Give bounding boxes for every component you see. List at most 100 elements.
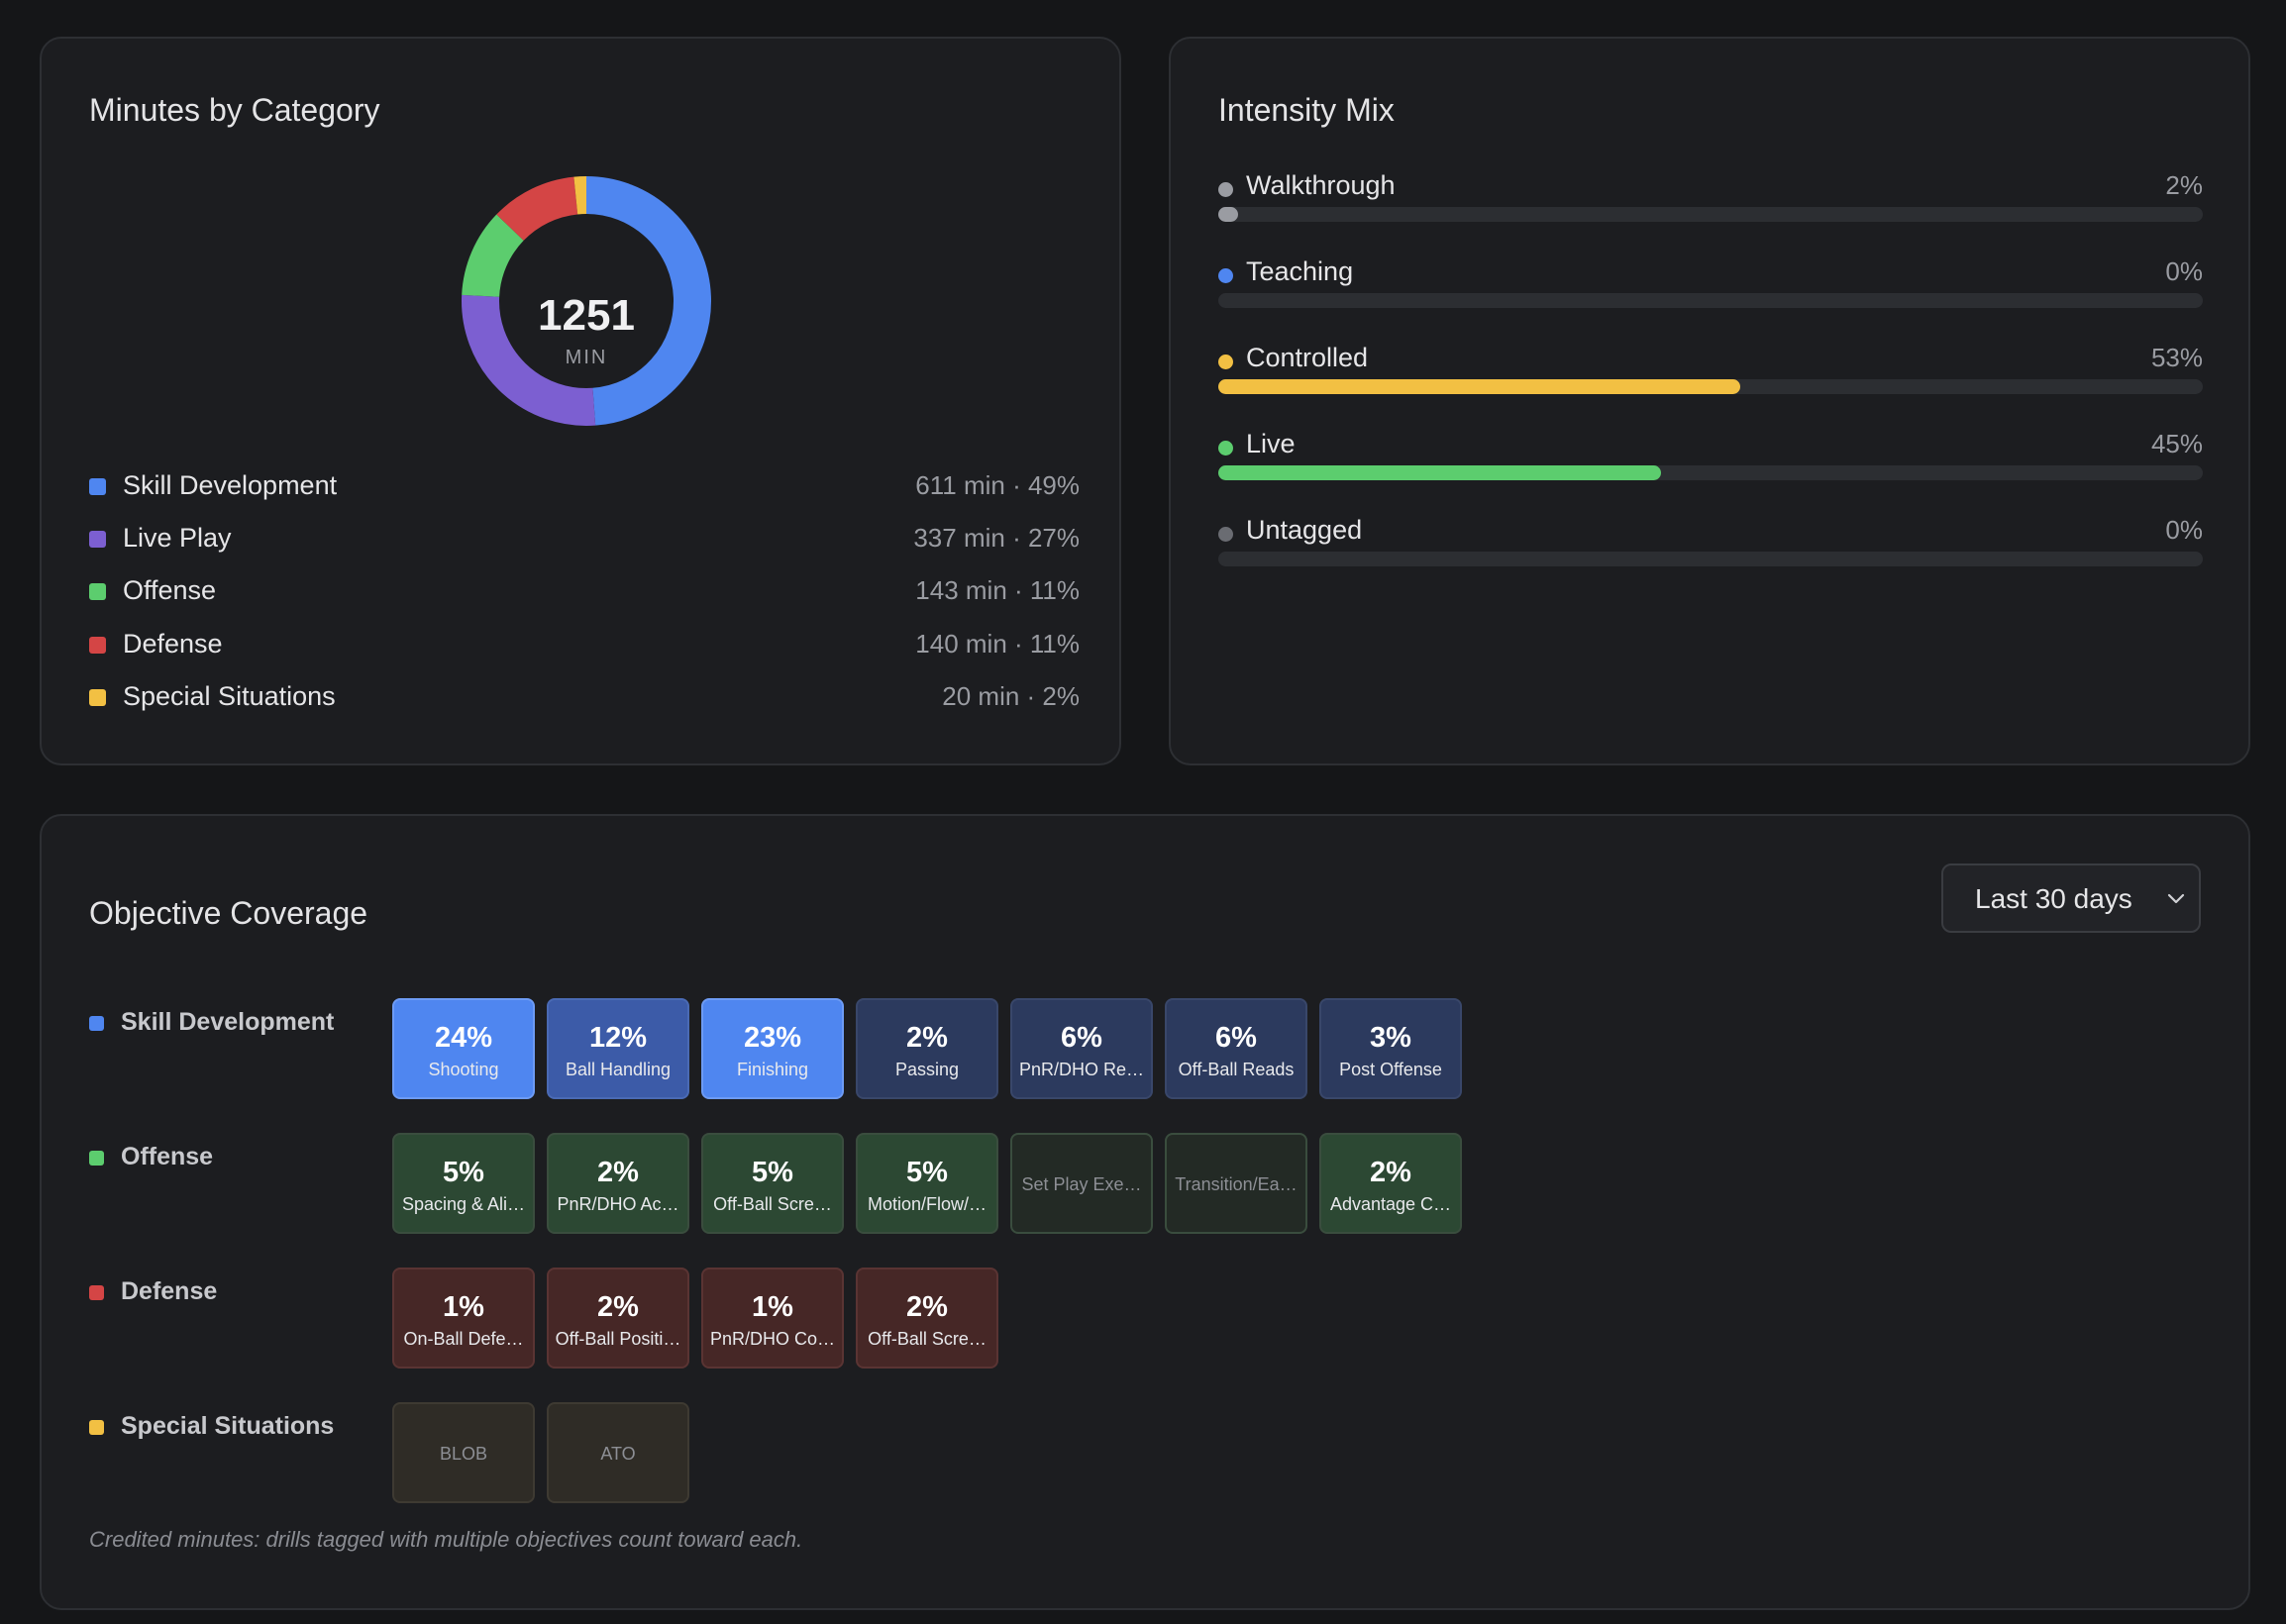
tile-percent: 6% (1061, 1022, 1102, 1054)
coverage-tile[interactable]: 24% Shooting (392, 998, 535, 1099)
tile-percent: 5% (752, 1157, 793, 1188)
coverage-tile[interactable]: 6% PnR/DHO Re… (1010, 998, 1153, 1099)
legend-row-live-play: Live Play 337 min · 27% (89, 519, 1080, 558)
tile-objective-name: Set Play Exe… (1021, 1174, 1142, 1194)
coverage-tile[interactable]: 5% Off-Ball Scre… (701, 1133, 844, 1234)
tile-percent: 5% (906, 1157, 948, 1188)
coverage-tile[interactable]: 2% Off-Ball Positi… (547, 1268, 689, 1369)
intensity-percent: 2% (2165, 170, 2203, 200)
coverage-tile[interactable]: 2% Advantage C… (1319, 1133, 1462, 1234)
tile-objective-name: BLOB (439, 1444, 488, 1464)
intensity-row-teaching: Teaching 0% (1218, 256, 2203, 326)
intensity-mix-card: Intensity Mix Walkthrough 2% Teaching 0%… (1169, 37, 2250, 765)
coverage-row-defense: Defense 1% On-Ball Defe… 2% Off-Ball Positi…… (89, 1268, 1575, 1376)
intensity-label: Controlled (1246, 343, 1369, 372)
legend-label: Live Play (123, 523, 232, 553)
tile-objective-name: Off-Ball Reads (1178, 1060, 1295, 1079)
coverage-footnote: Credited minutes: drills tagged with mul… (89, 1527, 803, 1552)
legend-row-defense: Defense 140 min · 11% (89, 625, 1080, 664)
tile-objective-name: PnR/DHO Re… (1018, 1060, 1145, 1079)
tile-percent: 6% (1215, 1022, 1257, 1054)
minutes-card-title: Minutes by Category (89, 92, 380, 128)
coverage-tile[interactable]: 2% PnR/DHO Ac… (547, 1133, 689, 1234)
tile-objective-name: Spacing & Ali… (401, 1194, 526, 1214)
coverage-group-label: Skill Development (121, 1008, 335, 1036)
legend-label: Skill Development (123, 470, 338, 500)
tile-percent: 12% (588, 1022, 648, 1054)
coverage-row-skill-development: Skill Development 24% Shooting 12% Ball Hand… (89, 998, 1575, 1107)
tile-objective-name: PnR/DHO Ac… (557, 1194, 679, 1214)
coverage-group-label: Defense (121, 1277, 218, 1305)
intensity-bar-track (1218, 293, 2203, 308)
tile-percent: 2% (597, 1157, 639, 1188)
legend-swatch (89, 583, 106, 600)
donut-slice-live-play[interactable] (462, 294, 596, 426)
date-range-select[interactable]: Last 30 days (1941, 863, 2201, 933)
coverage-tile[interactable]: 5% Spacing & Ali… (392, 1133, 535, 1234)
minutes-donut-chart: 1251 MIN (458, 172, 715, 430)
tile-objective-name: On-Ball Defe… (403, 1329, 524, 1349)
tile-objective-name: Off-Ball Positi… (555, 1329, 681, 1349)
coverage-group-swatch (89, 1016, 104, 1031)
legend-stat: 20 min · 2% (942, 681, 1080, 711)
legend-row-offense: Offense 143 min · 11% (89, 571, 1080, 611)
coverage-tile[interactable]: 1% On-Ball Defe… (392, 1268, 535, 1369)
coverage-tile[interactable]: 12% Ball Handling (547, 998, 689, 1099)
tile-percent: 2% (1370, 1157, 1411, 1188)
donut-slice-special-situations[interactable] (573, 176, 587, 215)
tile-percent: 1% (752, 1291, 793, 1323)
tile-objective-name: Motion/Flow/… (867, 1194, 987, 1214)
tile-percent: 1% (443, 1291, 484, 1323)
coverage-tile[interactable]: 3% Post Offense (1319, 998, 1462, 1099)
date-range-value: Last 30 days (1975, 883, 2132, 914)
tile-objective-name: Passing (894, 1060, 960, 1079)
intensity-bar-fill (1218, 207, 1238, 222)
tile-percent: 3% (1370, 1022, 1411, 1054)
tile-objective-name: PnR/DHO Co… (709, 1329, 836, 1349)
minutes-by-category-card: Minutes by Category 1251 MIN Skill Devel… (40, 37, 1121, 765)
coverage-tile[interactable]: Set Play Exe… (1010, 1133, 1153, 1234)
coverage-tile[interactable]: 2% Off-Ball Scre… (856, 1268, 998, 1369)
coverage-group-swatch (89, 1151, 104, 1166)
intensity-row-controlled: Controlled 53% (1218, 343, 2203, 412)
coverage-tile[interactable]: BLOB (392, 1402, 535, 1503)
intensity-bar-track (1218, 465, 2203, 480)
tile-percent: 24% (434, 1022, 493, 1054)
donut-slice-offense[interactable] (462, 214, 525, 298)
intensity-bar-track (1218, 207, 2203, 222)
coverage-card-title: Objective Coverage (89, 895, 368, 931)
legend-label: Offense (123, 575, 217, 605)
coverage-tile[interactable]: ATO (547, 1402, 689, 1503)
tile-objective-name: ATO (600, 1444, 636, 1464)
tile-objective-name: Off-Ball Scre… (713, 1194, 832, 1214)
coverage-tile[interactable]: Transition/Ea… (1165, 1133, 1307, 1234)
legend-swatch (89, 689, 106, 706)
tile-objective-name: Shooting (428, 1060, 499, 1079)
coverage-group-label: Special Situations (121, 1412, 335, 1440)
tile-objective-name: Off-Ball Scre… (868, 1329, 987, 1349)
tile-percent: 23% (743, 1022, 802, 1054)
tile-objective-name: Finishing (736, 1060, 809, 1079)
intensity-dot (1218, 182, 1233, 197)
donut-slice-defense[interactable] (496, 176, 578, 242)
coverage-tile[interactable]: 23% Finishing (701, 998, 844, 1099)
tile-percent: 2% (906, 1291, 948, 1323)
intensity-row-walkthrough: Walkthrough 2% (1218, 170, 2203, 240)
coverage-tile[interactable]: 6% Off-Ball Reads (1165, 998, 1307, 1099)
intensity-percent: 53% (2150, 343, 2203, 372)
intensity-label: Untagged (1246, 515, 1363, 545)
donut-slice-skill-development[interactable] (585, 176, 711, 426)
coverage-tile[interactable]: 2% Passing (856, 998, 998, 1099)
tile-objective-name: Advantage C… (1329, 1194, 1452, 1214)
coverage-row-special-situations: Special Situations BLOB ATO (89, 1402, 1575, 1511)
intensity-label: Teaching (1246, 256, 1354, 286)
coverage-row-offense: Offense 5% Spacing & Ali… 2% PnR/DHO Ac… 5% Of… (89, 1133, 1575, 1242)
intensity-label: Walkthrough (1246, 170, 1396, 200)
legend-swatch (89, 478, 106, 495)
intensity-bar-fill (1218, 379, 1740, 394)
coverage-tile[interactable]: 1% PnR/DHO Co… (701, 1268, 844, 1369)
intensity-percent: 0% (2165, 256, 2203, 286)
legend-label: Special Situations (123, 681, 336, 711)
coverage-tile[interactable]: 5% Motion/Flow/… (856, 1133, 998, 1234)
legend-row-skill-development: Skill Development 611 min · 49% (89, 466, 1080, 506)
